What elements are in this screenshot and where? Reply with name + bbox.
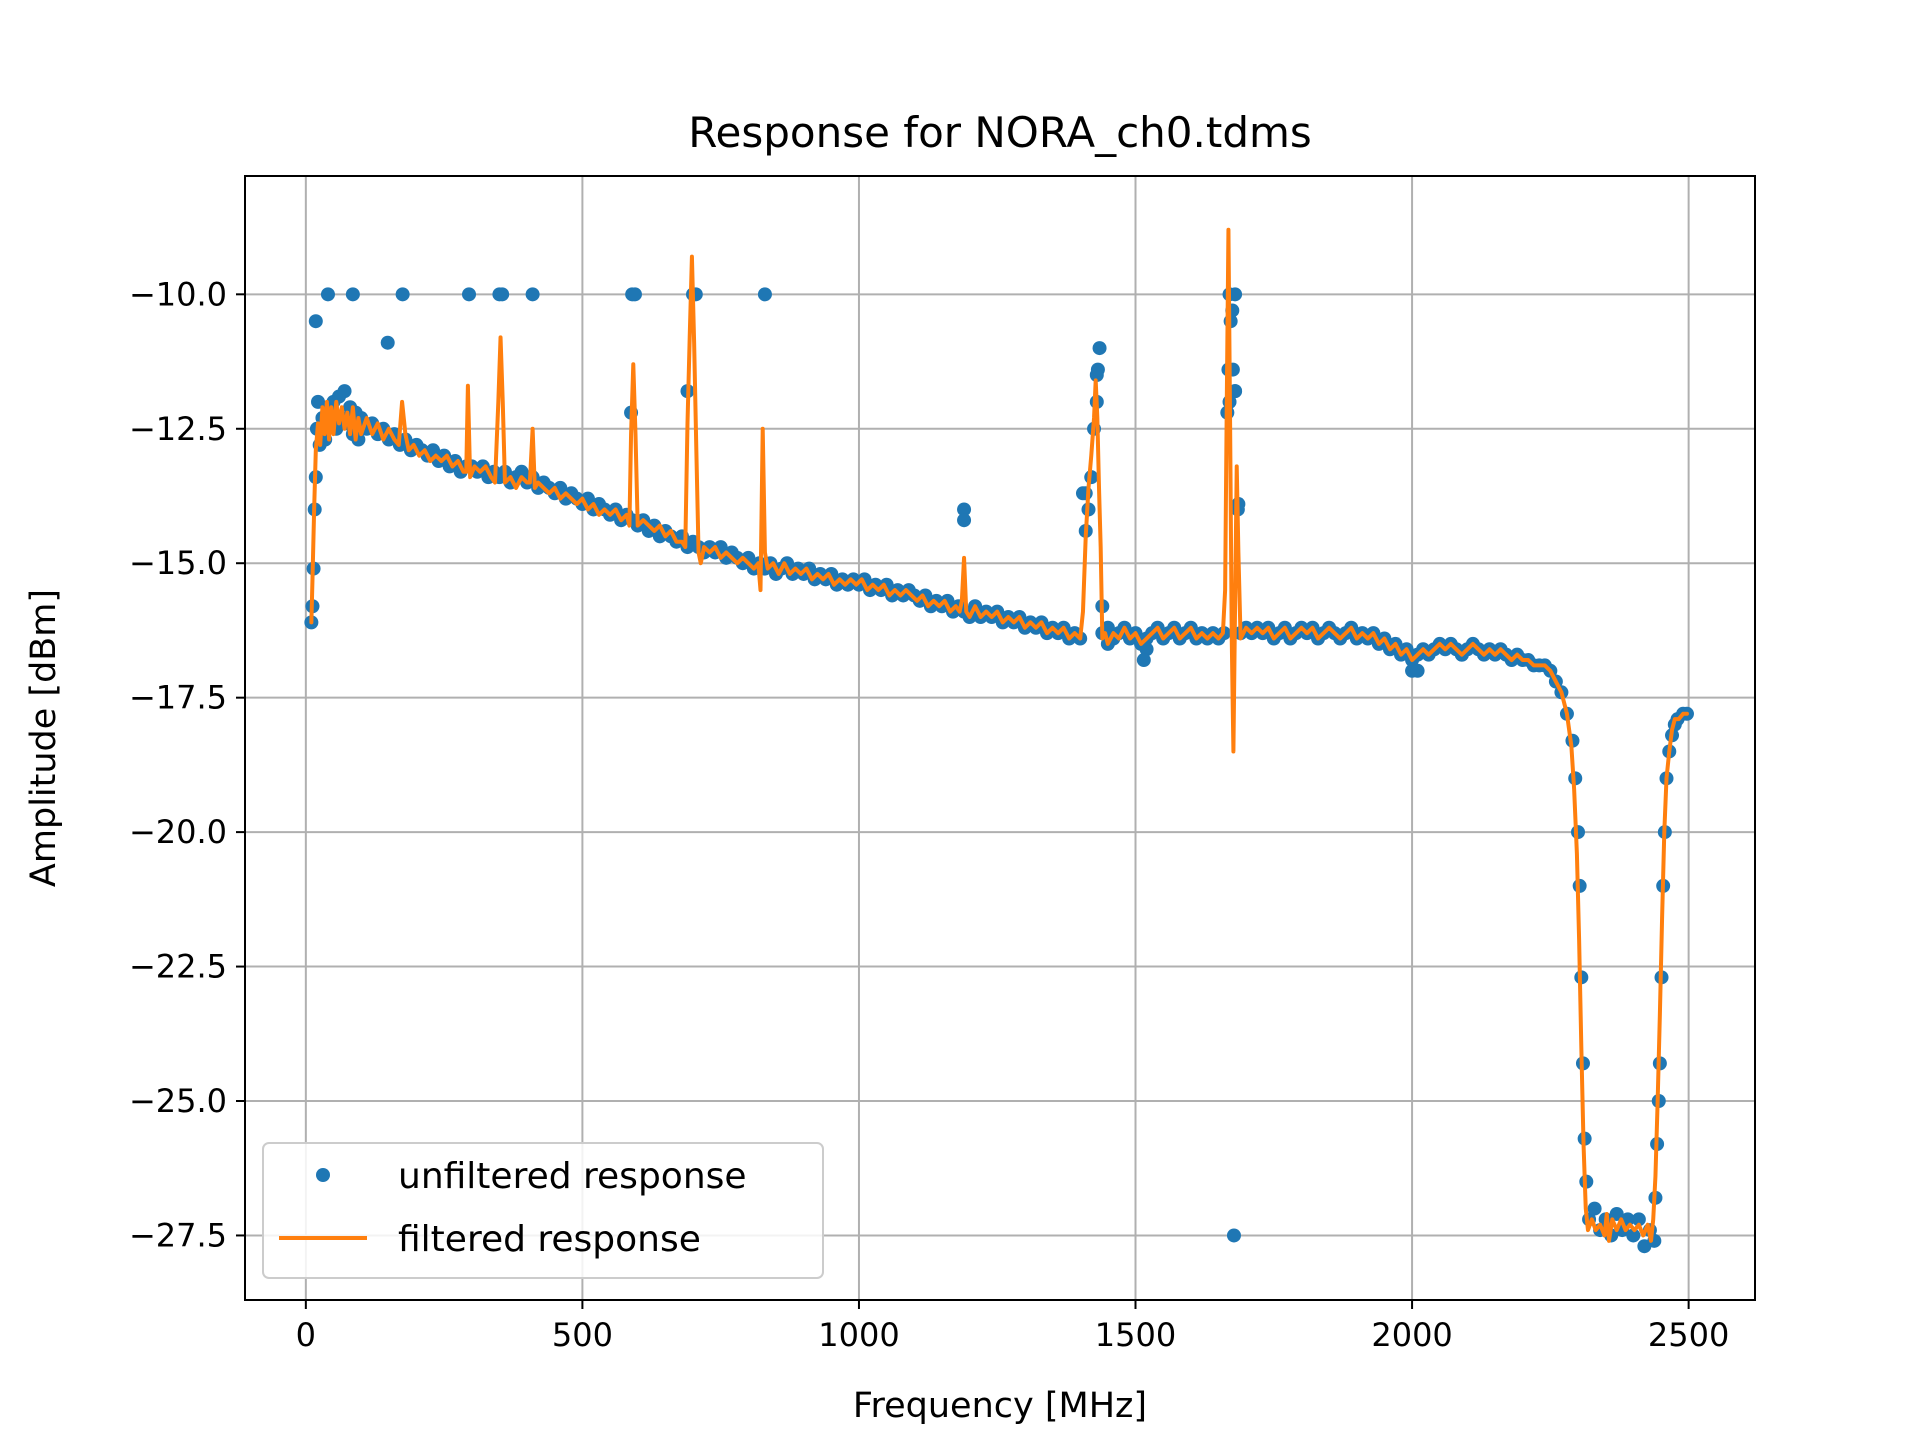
- unfiltered-point: [395, 287, 410, 302]
- unfiltered-point: [1609, 1206, 1624, 1221]
- y-tick-label: −15.0: [129, 544, 227, 582]
- y-tick-label: −27.5: [129, 1216, 227, 1254]
- y-tick-label: −25.0: [129, 1082, 227, 1120]
- unfiltered-point: [627, 287, 642, 302]
- x-tick-label: 1000: [818, 1316, 899, 1354]
- legend-label-unfiltered: unfiltered response: [398, 1156, 747, 1197]
- plot-frame: [244, 175, 1756, 1301]
- y-tick-label: −17.5: [129, 679, 227, 717]
- unfiltered-point: [462, 287, 477, 302]
- unfiltered-point: [426, 443, 441, 458]
- unfiltered-point: [1631, 1212, 1646, 1227]
- unfiltered-point: [1139, 642, 1154, 657]
- y-tick-label: −12.5: [129, 410, 227, 448]
- unfiltered-point: [1090, 362, 1105, 377]
- unfiltered-point: [1410, 663, 1425, 678]
- unfiltered-point: [957, 513, 972, 528]
- unfiltered-point: [757, 287, 772, 302]
- chart-title: Response for NORA_ch0.tdms: [688, 108, 1312, 157]
- unfiltered-point: [514, 464, 529, 479]
- legend-marker-unfiltered: [316, 1168, 330, 1182]
- unfiltered-point: [1136, 653, 1151, 668]
- unfiltered-point: [1587, 1201, 1602, 1216]
- unfiltered-point: [1626, 1228, 1641, 1243]
- y-axis-title: Amplitude [dBm]: [24, 589, 64, 887]
- x-axis-title: Frequency [MHz]: [853, 1386, 1147, 1426]
- legend: unfiltered response filtered response: [262, 1142, 824, 1279]
- unfiltered-point: [380, 335, 395, 350]
- unfiltered-point: [1228, 287, 1243, 302]
- unfiltered-point: [957, 502, 972, 517]
- unfiltered-point: [337, 384, 352, 399]
- unfiltered-point: [320, 287, 335, 302]
- x-tick-label: 0: [296, 1316, 316, 1354]
- x-tick-label: 500: [552, 1316, 613, 1354]
- x-tick-label: 2000: [1371, 1316, 1452, 1354]
- unfiltered-point: [495, 287, 510, 302]
- unfiltered-point: [1092, 341, 1107, 356]
- unfiltered-point: [345, 287, 360, 302]
- filtered-line: [309, 227, 1689, 1243]
- y-tick-label: −22.5: [129, 948, 227, 986]
- y-tick-label: −10.0: [129, 275, 227, 313]
- filtered-series: [309, 227, 1689, 1243]
- unfiltered-point: [1100, 620, 1115, 635]
- unfiltered-point: [308, 314, 323, 329]
- x-tick-label: 2500: [1648, 1316, 1729, 1354]
- unfiltered-point: [525, 287, 540, 302]
- unfiltered-point: [1226, 1228, 1241, 1243]
- x-tick-label: 1500: [1095, 1316, 1176, 1354]
- axis-ticks: 0 500 1000 1500 2000 2500 −10.0 −12.5 −15.0 −17.5…: [129, 275, 1729, 1354]
- legend-box: [262, 1142, 824, 1279]
- y-tick-label: −20.0: [129, 813, 227, 851]
- legend-label-filtered: filtered response: [398, 1219, 701, 1260]
